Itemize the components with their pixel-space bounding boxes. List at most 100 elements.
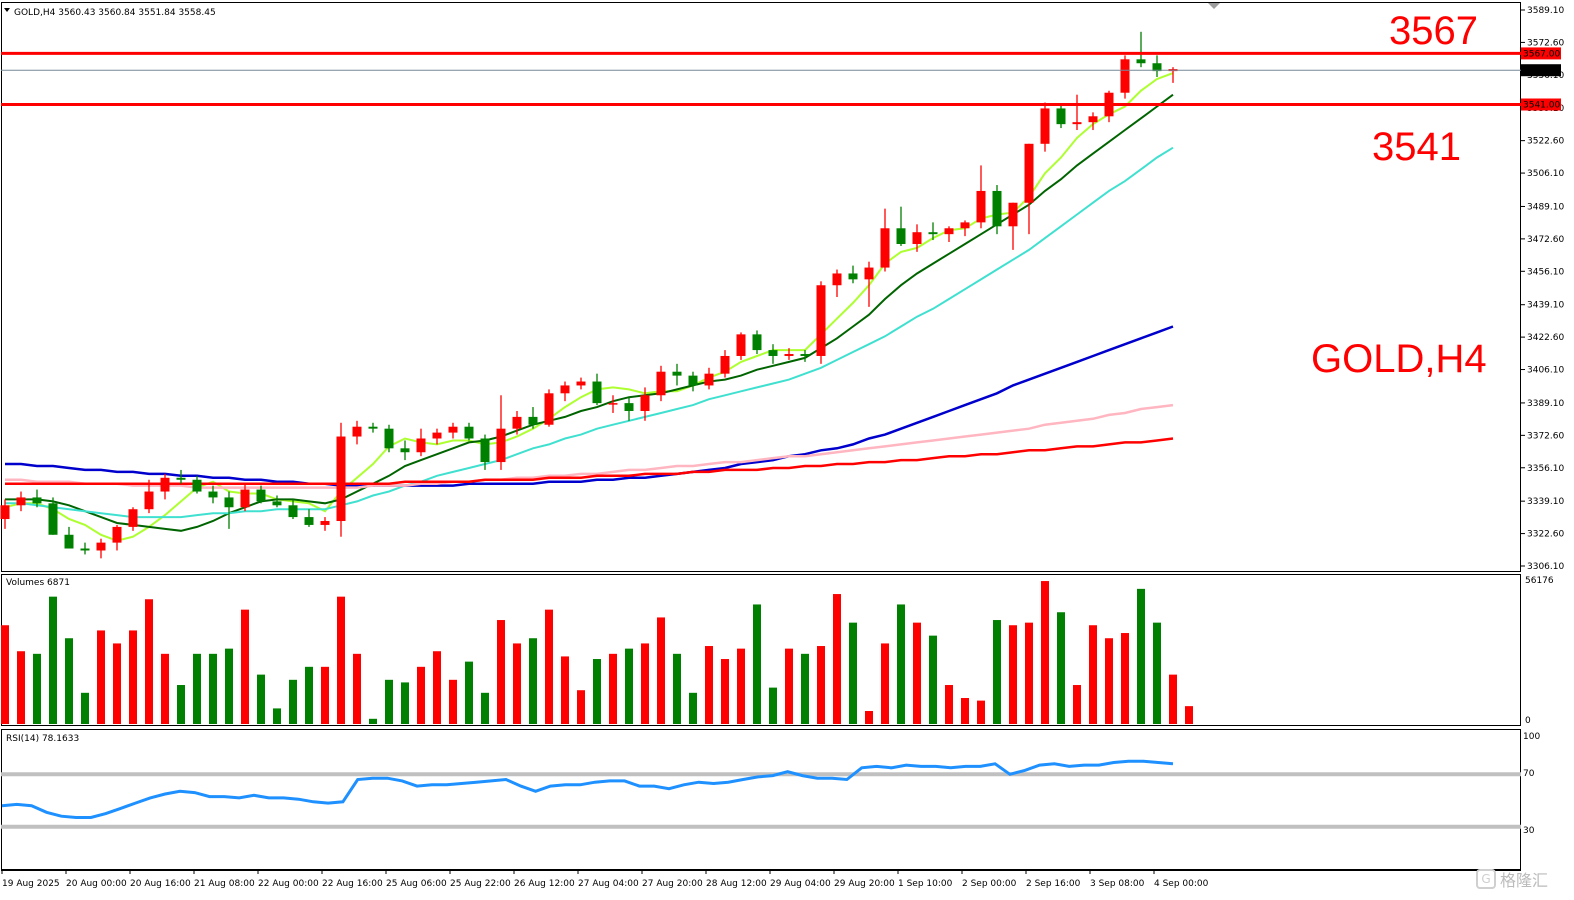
- volume-bar: [1137, 588, 1145, 724]
- candle[interactable]: [80, 542, 90, 555]
- candle[interactable]: [272, 495, 282, 508]
- candle[interactable]: [160, 473, 170, 500]
- candle[interactable]: [464, 422, 474, 441]
- candle-body: [576, 381, 586, 386]
- candle[interactable]: [16, 491, 26, 512]
- candle[interactable]: [848, 265, 858, 284]
- candle[interactable]: [416, 428, 426, 457]
- candle[interactable]: [96, 538, 106, 559]
- candle-body: [1008, 202, 1018, 227]
- candle[interactable]: [672, 363, 682, 386]
- candle[interactable]: [32, 489, 42, 508]
- candle[interactable]: [352, 420, 362, 445]
- volume-bar: [833, 594, 841, 724]
- candle[interactable]: [816, 281, 826, 364]
- candle-body: [496, 428, 506, 463]
- volume-bar: [529, 638, 537, 724]
- candle[interactable]: [176, 469, 186, 484]
- candle[interactable]: [1088, 112, 1098, 131]
- candle[interactable]: [1040, 102, 1050, 152]
- candle[interactable]: [240, 483, 250, 512]
- candle[interactable]: [640, 387, 650, 421]
- candle[interactable]: [896, 206, 906, 246]
- candle-body: [272, 501, 282, 506]
- candle[interactable]: [928, 222, 938, 241]
- candle[interactable]: [704, 367, 714, 390]
- candle[interactable]: [64, 526, 74, 549]
- candle[interactable]: [1024, 143, 1034, 235]
- panel-dropdown-icon[interactable]: [4, 8, 10, 12]
- volume-bar: [689, 692, 697, 724]
- candle[interactable]: [576, 377, 586, 390]
- candle[interactable]: [528, 407, 538, 429]
- candle[interactable]: [864, 261, 874, 307]
- candle[interactable]: [800, 350, 810, 362]
- candle[interactable]: [512, 410, 522, 435]
- candle[interactable]: [880, 208, 890, 272]
- candle[interactable]: [320, 517, 330, 531]
- volume-bar: [305, 666, 313, 724]
- candle[interactable]: [736, 332, 746, 360]
- candle[interactable]: [720, 350, 730, 378]
- candle[interactable]: [768, 344, 778, 364]
- candle[interactable]: [832, 269, 842, 298]
- candle[interactable]: [128, 507, 138, 531]
- candle[interactable]: [688, 371, 698, 392]
- candle[interactable]: [112, 524, 122, 551]
- candle[interactable]: [624, 397, 634, 421]
- level-price-tag: [1521, 98, 1561, 111]
- candle[interactable]: [656, 365, 666, 402]
- candle[interactable]: [912, 224, 922, 252]
- time-axis-label: 20 Aug 16:00: [130, 879, 191, 889]
- candle[interactable]: [400, 440, 410, 461]
- candle[interactable]: [48, 497, 58, 535]
- candle[interactable]: [560, 381, 570, 402]
- time-axis-label: 20 Aug 00:00: [66, 879, 127, 889]
- candle-body: [1040, 108, 1050, 144]
- candle[interactable]: [1056, 104, 1066, 129]
- candle[interactable]: [1152, 55, 1162, 77]
- volume-bar: [961, 698, 969, 724]
- candle[interactable]: [288, 499, 298, 520]
- watermark-text: 格隆汇: [1500, 871, 1549, 890]
- candle[interactable]: [480, 434, 490, 470]
- candle[interactable]: [496, 395, 506, 470]
- candle[interactable]: [0, 499, 10, 529]
- rsi-axis-100: 100: [1523, 732, 1540, 742]
- candle[interactable]: [224, 491, 234, 529]
- candle[interactable]: [752, 330, 762, 355]
- candle-body: [480, 438, 490, 463]
- candle[interactable]: [368, 422, 378, 433]
- candle-body: [304, 517, 314, 525]
- volume-min-label: 0: [1525, 716, 1531, 726]
- candle[interactable]: [960, 220, 970, 237]
- candle[interactable]: [336, 422, 346, 537]
- shift-marker-icon[interactable]: [1208, 3, 1220, 9]
- candle[interactable]: [944, 226, 954, 243]
- ma-line-ma20: [5, 146, 1174, 519]
- candle[interactable]: [1072, 94, 1082, 131]
- candle-body: [976, 190, 986, 223]
- candle[interactable]: [592, 373, 602, 406]
- candle[interactable]: [448, 422, 458, 439]
- candle[interactable]: [976, 165, 986, 229]
- candle-body: [736, 334, 746, 356]
- candle[interactable]: [1120, 55, 1130, 99]
- candle[interactable]: [256, 485, 266, 504]
- candle[interactable]: [384, 424, 394, 453]
- candle[interactable]: [208, 485, 218, 504]
- volume-bar: [801, 653, 809, 724]
- candle[interactable]: [192, 475, 202, 494]
- candle[interactable]: [304, 509, 314, 527]
- candle[interactable]: [432, 428, 442, 445]
- candle[interactable]: [608, 395, 618, 413]
- candle[interactable]: [144, 479, 154, 514]
- candle[interactable]: [1136, 31, 1146, 68]
- candle[interactable]: [544, 389, 554, 427]
- candle[interactable]: [1008, 202, 1018, 250]
- candle[interactable]: [992, 185, 1002, 235]
- volume-bar: [1089, 625, 1097, 724]
- candle[interactable]: [784, 348, 794, 360]
